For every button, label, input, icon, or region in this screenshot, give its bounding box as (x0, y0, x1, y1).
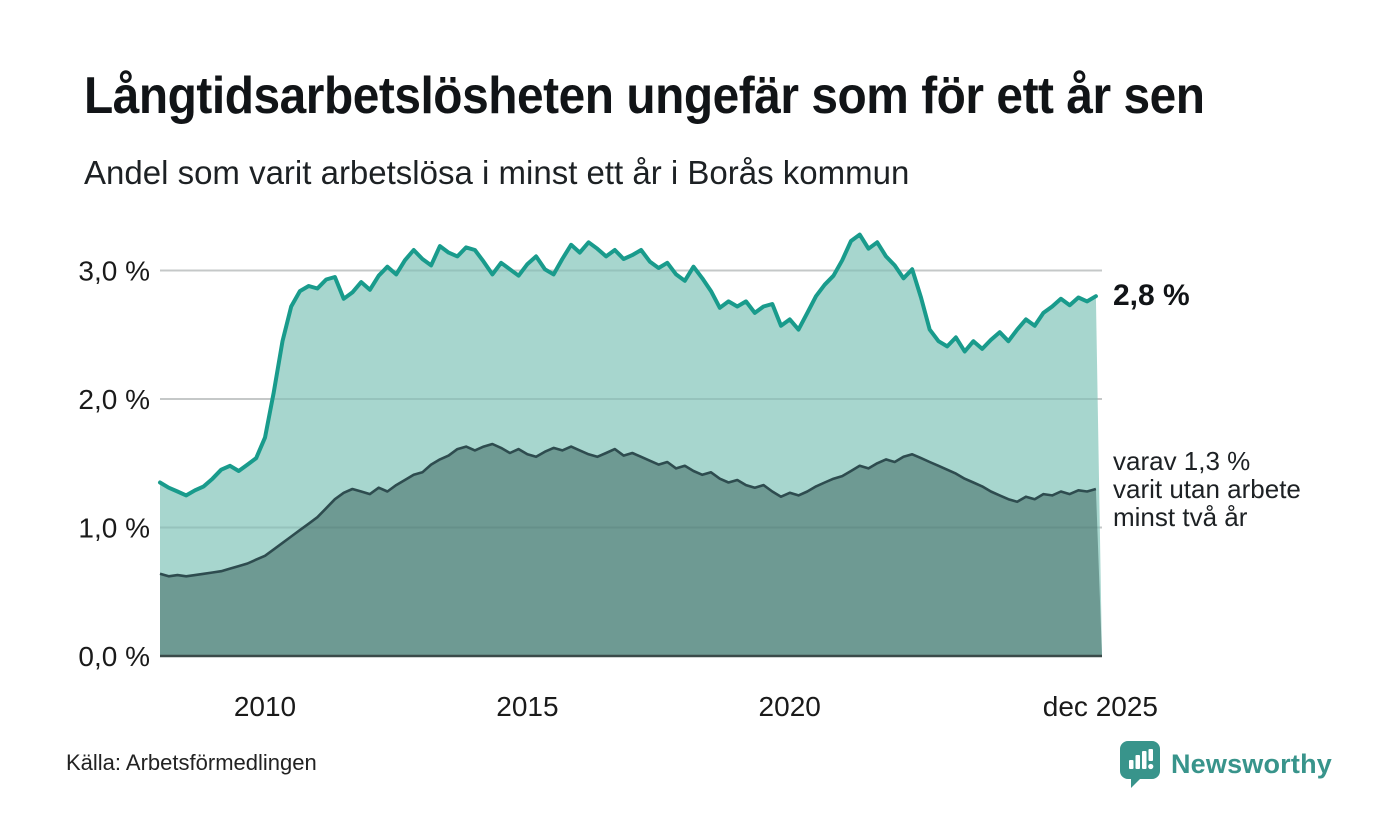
y-tick-label: 0,0 % (78, 641, 150, 672)
y-tick-label: 1,0 % (78, 513, 150, 544)
x-tick-label: 2020 (759, 691, 821, 722)
newsworthy-logo[interactable]: Newsworthy (1119, 740, 1332, 788)
y-tick-label: 3,0 % (78, 256, 150, 287)
bar-chart-speech-bubble-icon (1119, 741, 1160, 788)
x-tick-label: 2015 (496, 691, 558, 722)
chart-subtitle: Andel som varit arbetslösa i minst ett å… (84, 154, 910, 191)
end-value-label-two-year: varav 1,3 % varit utan arbete minst två … (1113, 447, 1301, 531)
source-note: Källa: Arbetsförmedlingen (66, 750, 317, 775)
y-tick-label: 2,0 % (78, 384, 150, 415)
end-value-label-line: varav 1,3 % (1113, 445, 1251, 476)
line-two-year (159, 442, 1097, 578)
chart-title: Långtidsarbetslösheten ungefär som för e… (84, 67, 1205, 125)
end-value-label-line: varit utan arbete (1113, 473, 1301, 504)
x-tick-label: dec 2025 (1043, 691, 1158, 722)
end-value-label-line: minst två år (1113, 501, 1248, 532)
x-tick-label: 2010 (234, 691, 296, 722)
area-two-year (160, 444, 1102, 656)
newsworthy-wordmark: Newsworthy (1170, 748, 1332, 779)
end-value-label-total: 2,8 % (1113, 279, 1190, 313)
line-total-one-year (158, 232, 1098, 498)
